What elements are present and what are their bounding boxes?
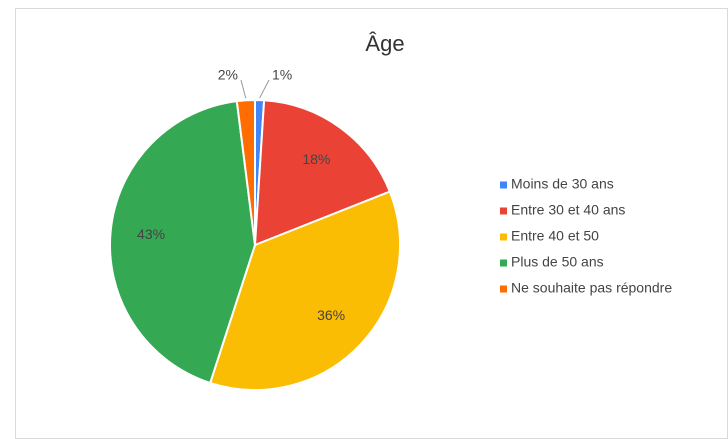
legend-swatch — [500, 233, 507, 241]
legend-label: Entre 40 et 50 — [511, 228, 599, 244]
pie-slice — [208, 190, 401, 391]
data-label: 36% — [317, 307, 345, 323]
data-label: 43% — [137, 226, 165, 242]
legend-label: Entre 30 et 40 ans — [511, 202, 625, 218]
legend-label: Plus de 50 ans — [511, 254, 604, 270]
legend-swatch — [500, 285, 507, 293]
leader-line — [240, 79, 247, 99]
data-label: 18% — [302, 151, 330, 167]
leader-line — [259, 79, 270, 99]
legend-label: Ne souhaite pas répondre — [511, 280, 672, 296]
data-label: 2% — [218, 67, 238, 83]
pie-slice — [109, 100, 257, 385]
legend-swatch — [500, 259, 507, 267]
legend-label: Moins de 30 ans — [511, 176, 614, 192]
legend-swatch — [500, 181, 507, 189]
pie-slice — [253, 99, 392, 247]
pie-slice — [235, 98, 256, 246]
chart-title: Âge — [365, 31, 404, 56]
data-label: 1% — [272, 67, 292, 83]
legend-swatch — [500, 207, 507, 215]
